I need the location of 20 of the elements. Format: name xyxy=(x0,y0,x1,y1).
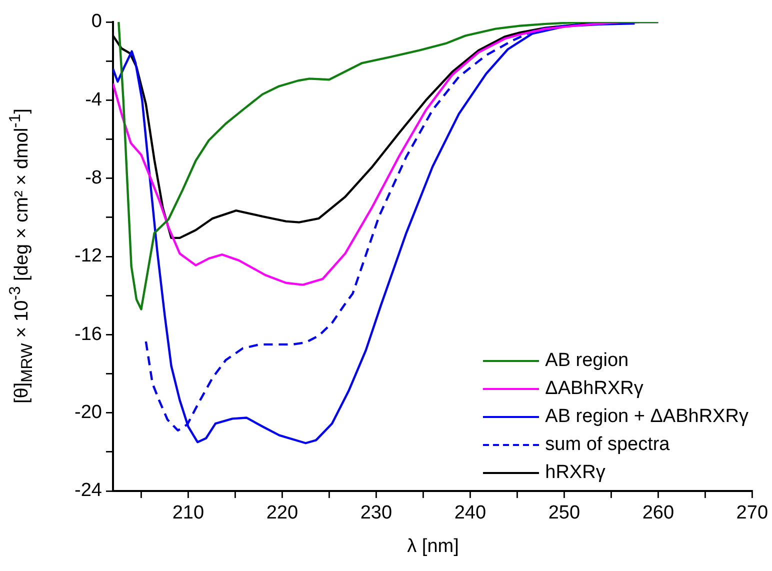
legend-label: sum of spectra xyxy=(545,433,670,457)
x-tick-label: 230 xyxy=(360,502,392,524)
y-tick-label: -16 xyxy=(74,324,102,345)
legend-label: ΔABhRXRγ xyxy=(545,377,644,401)
x-tick-label: 210 xyxy=(172,502,204,524)
x-tick-label: 270 xyxy=(736,502,768,524)
x-tick-label: 240 xyxy=(454,502,486,524)
y-tick-label: -8 xyxy=(85,168,102,189)
y-tick-label: -12 xyxy=(74,246,102,267)
x-tick-label: 220 xyxy=(266,502,298,524)
y-tick-label: -24 xyxy=(74,480,102,502)
x-axis-title: λ [nm] xyxy=(407,536,459,558)
legend-label: AB region xyxy=(545,349,629,373)
legend-label: AB region + ΔABhRXRγ xyxy=(545,405,748,429)
legend-label: hRXRγ xyxy=(545,461,606,485)
y-tick-label: -4 xyxy=(85,89,102,110)
y-tick-label: -20 xyxy=(74,402,102,424)
y-tick-label: 0 xyxy=(91,11,102,32)
x-tick-label: 260 xyxy=(642,502,674,524)
x-tick-label: 250 xyxy=(548,502,580,524)
